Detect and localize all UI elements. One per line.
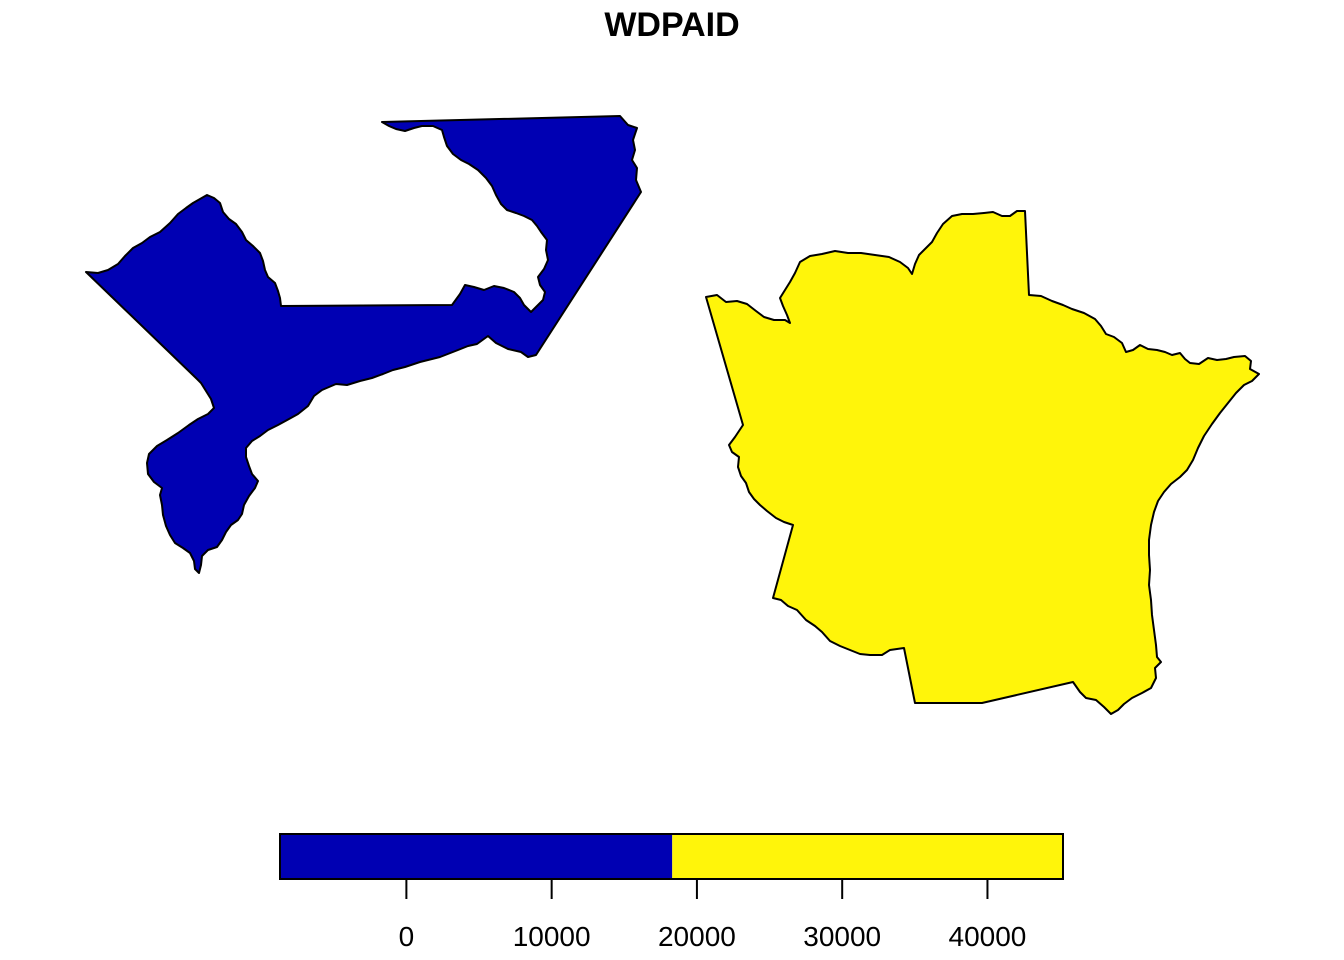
legend-tick-label: 40000 [949,921,1027,952]
region-polygon-left [85,115,642,574]
region-polygon-right [705,210,1260,715]
color-legend: 0 10000 20000 30000 40000 [279,833,1064,952]
legend-tick-label: 30000 [803,921,881,952]
legend-frame [279,833,1064,880]
legend-tick-label: 0 [399,921,415,952]
legend-tick-label: 10000 [513,921,591,952]
map-regions [85,115,1260,715]
map-title: WDPAID [604,6,739,44]
legend-tick-label: 20000 [658,921,736,952]
legend-color-bin [280,834,673,879]
legend-color-bin [672,834,1063,879]
